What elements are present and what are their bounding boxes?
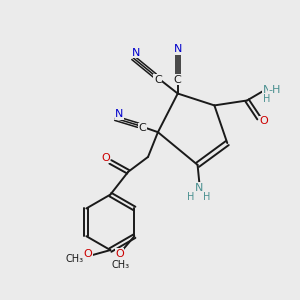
Text: C: C [174,75,182,85]
Text: N: N [115,109,124,119]
Text: O: O [101,153,110,163]
Text: C: C [154,75,162,85]
Text: CH₃: CH₃ [112,260,130,270]
Text: N: N [195,183,204,193]
Text: H: H [187,192,194,202]
Text: N: N [132,48,140,58]
Text: CH₃: CH₃ [66,254,84,264]
Text: O: O [260,116,268,126]
Text: H: H [263,94,271,104]
Text: N: N [174,44,182,54]
Text: -H: -H [268,85,281,94]
Text: O: O [115,249,124,259]
Text: O: O [83,249,92,259]
Text: H: H [203,192,210,202]
Text: C: C [138,123,146,133]
Text: N: N [263,85,271,94]
